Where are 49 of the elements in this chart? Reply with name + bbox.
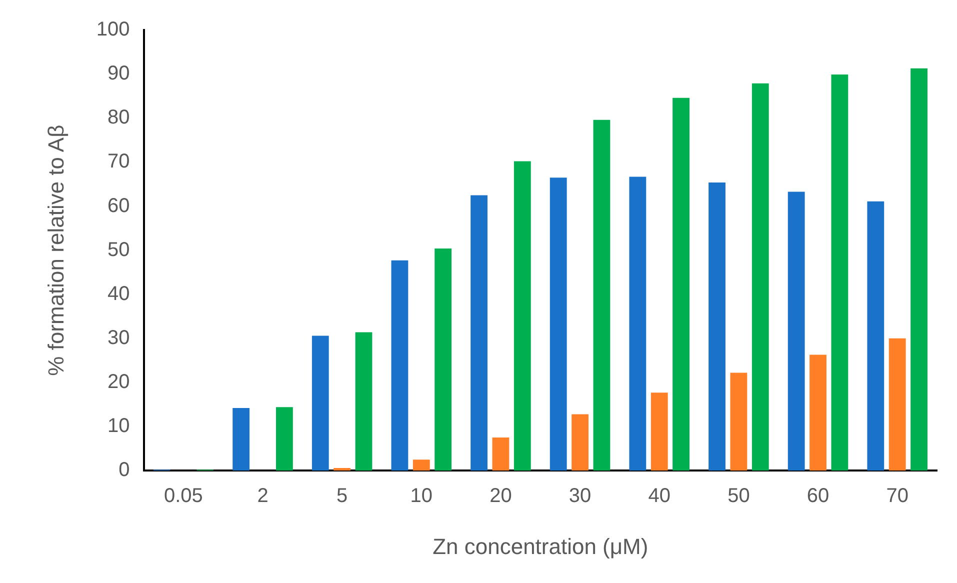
bar xyxy=(232,408,250,471)
bar xyxy=(276,407,293,471)
bar xyxy=(867,201,884,471)
y-tick-label: 50 xyxy=(108,238,130,261)
x-tick-label: 30 xyxy=(568,485,592,508)
x-tick-label: 0.05 xyxy=(164,485,203,508)
bar xyxy=(831,74,848,471)
bar xyxy=(355,332,372,471)
y-tick-label: 30 xyxy=(108,326,130,349)
bar xyxy=(810,354,826,471)
bar xyxy=(492,438,510,471)
bar xyxy=(730,372,748,471)
bar xyxy=(650,392,668,471)
y-tick-label: 10 xyxy=(108,415,130,438)
bar xyxy=(788,192,805,471)
bar xyxy=(312,336,329,471)
bar xyxy=(672,98,690,471)
y-tick-label: 60 xyxy=(108,194,130,217)
x-tick-label: 5 xyxy=(336,485,348,508)
y-tick-label: 80 xyxy=(108,106,130,129)
bar xyxy=(910,68,928,471)
y-tick-label: 20 xyxy=(108,370,130,393)
bar xyxy=(434,248,452,471)
x-tick-label: 60 xyxy=(806,485,830,508)
y-tick-label: 0 xyxy=(118,459,130,482)
bar xyxy=(572,414,588,471)
y-tick-label: 90 xyxy=(108,62,130,85)
bar xyxy=(550,178,567,471)
bar xyxy=(334,468,351,471)
x-tick-label: 2 xyxy=(257,485,268,508)
bar xyxy=(708,182,726,471)
x-tick-label: 50 xyxy=(728,485,750,508)
x-axis-title: Zn concentration (μM) xyxy=(432,534,648,559)
bar xyxy=(593,120,610,471)
y-tick-label: 40 xyxy=(108,282,130,305)
bar xyxy=(629,176,646,471)
x-tick-label: 20 xyxy=(490,485,512,508)
bar xyxy=(391,260,408,471)
bar xyxy=(412,460,430,471)
x-tick-label: 70 xyxy=(886,485,908,508)
bar xyxy=(752,83,769,471)
x-tick-label: 40 xyxy=(648,485,670,508)
x-tick-label: 10 xyxy=(410,485,433,508)
y-tick-label: 70 xyxy=(108,150,130,173)
bar xyxy=(514,161,531,471)
bar xyxy=(888,338,906,471)
y-tick-label: 100 xyxy=(96,18,130,41)
bar xyxy=(470,195,488,471)
y-axis-title: % formation relative to Aβ xyxy=(43,124,68,376)
